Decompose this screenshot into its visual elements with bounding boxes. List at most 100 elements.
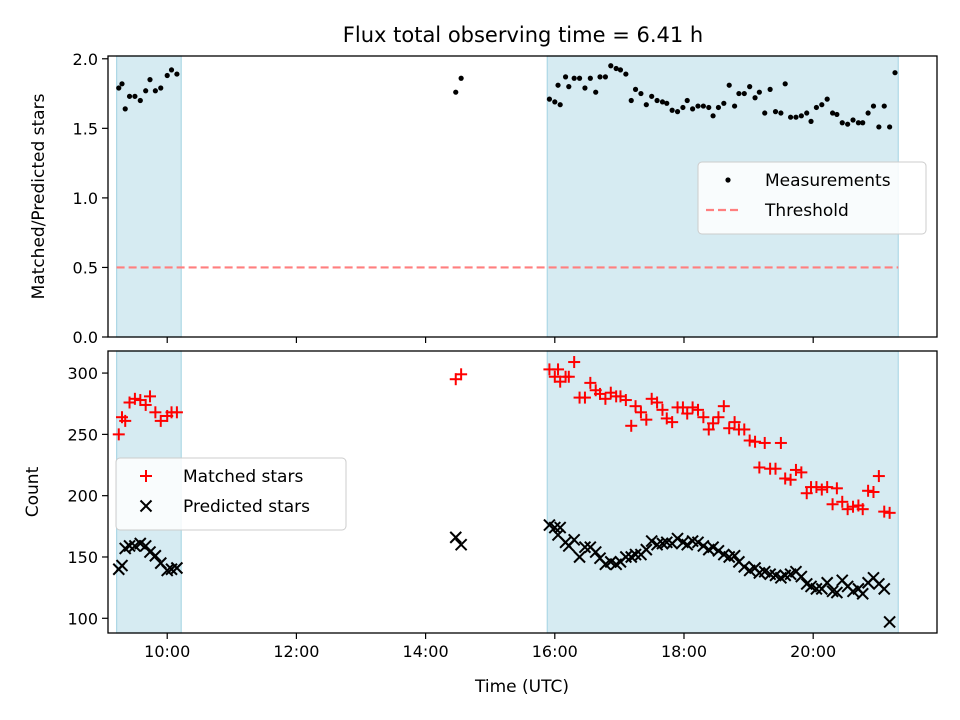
data-point <box>454 538 468 551</box>
x-tick-label: 18:00 <box>661 642 707 661</box>
data-point <box>645 534 658 548</box>
data-point <box>706 104 712 111</box>
data-point <box>139 398 152 411</box>
data-point <box>152 88 158 94</box>
data-point <box>143 88 149 94</box>
data-point-b <box>640 543 653 556</box>
data-point <box>878 582 891 596</box>
data-point <box>602 74 609 80</box>
legend-label: Predicted stars <box>183 497 310 517</box>
data-point <box>458 75 464 81</box>
data-point <box>557 102 563 108</box>
y-tick-label: 200 <box>67 487 98 506</box>
data-point <box>582 85 588 91</box>
data-point <box>712 411 725 424</box>
data-point-b <box>795 570 808 583</box>
data-point <box>584 376 597 389</box>
legend-marker <box>139 499 153 513</box>
data-point <box>798 113 804 119</box>
data-point-b <box>115 559 129 572</box>
data-point-b <box>706 540 720 554</box>
data-point <box>680 104 686 111</box>
data-point <box>758 436 771 449</box>
data-point-b <box>686 534 699 548</box>
data-point-b <box>671 532 684 545</box>
x-tick-label: 14:00 <box>403 642 449 661</box>
data-point <box>883 506 896 519</box>
data-point <box>629 548 642 561</box>
data-point <box>756 89 762 95</box>
data-point <box>892 70 898 76</box>
data-point-b <box>810 582 823 596</box>
data-point <box>149 406 162 419</box>
data-point-b <box>758 565 771 578</box>
data-point <box>562 370 575 383</box>
data-point <box>836 495 849 508</box>
data-point <box>726 82 732 88</box>
data-point <box>619 394 632 407</box>
data-point <box>738 423 751 436</box>
data-point <box>870 103 877 109</box>
data-point-b <box>883 615 896 629</box>
data-point <box>819 102 825 108</box>
data-point <box>170 561 184 575</box>
data-point <box>778 110 784 116</box>
data-point <box>589 545 602 559</box>
data-point <box>865 110 871 116</box>
data-point <box>567 533 581 547</box>
data-point <box>649 93 655 99</box>
data-point <box>813 104 820 111</box>
data-point <box>453 89 459 95</box>
data-point <box>855 120 862 126</box>
data-point-b <box>738 560 751 573</box>
data-point <box>715 104 722 111</box>
data-point <box>845 121 851 127</box>
data-point-b <box>856 587 869 600</box>
data-point-b <box>548 521 562 534</box>
data-point <box>712 544 725 558</box>
data-point <box>881 103 887 109</box>
data-point <box>774 436 787 449</box>
data-point <box>119 81 125 87</box>
data-point <box>743 434 756 447</box>
data-point-b <box>691 536 705 549</box>
data-point <box>691 536 705 549</box>
data-point-b <box>826 585 839 598</box>
data-point <box>736 90 742 97</box>
data-point <box>717 400 730 413</box>
data-point <box>174 71 180 77</box>
data-point-b <box>567 533 581 547</box>
data-point <box>723 422 736 435</box>
data-point <box>115 559 129 572</box>
data-point-b <box>143 545 157 559</box>
data-point-b <box>589 545 602 559</box>
data-point <box>143 390 156 403</box>
data-point <box>119 414 132 427</box>
y-tick-label: 0.5 <box>73 258 98 277</box>
y-tick-label: 1.0 <box>73 189 98 208</box>
data-point <box>834 111 840 118</box>
data-point <box>578 391 591 404</box>
data-point <box>728 416 741 429</box>
data-point <box>576 75 583 81</box>
ratio-panel: 0.0 0.5 1.0 1.5 2.0 Matched/Predicted stars Me… <box>29 50 938 347</box>
data-point <box>659 99 666 105</box>
data-point-b <box>449 531 462 544</box>
data-point <box>841 503 854 516</box>
data-point-b <box>543 518 556 532</box>
data-point-b <box>553 521 567 534</box>
data-point <box>839 120 845 126</box>
data-point <box>847 500 860 513</box>
data-point <box>767 86 773 92</box>
data-point <box>710 113 716 119</box>
data-point <box>643 102 649 108</box>
data-point <box>830 482 843 495</box>
data-point <box>640 543 653 556</box>
legend-label: Measurements <box>765 171 891 191</box>
y-tick-label: 2.0 <box>73 50 98 69</box>
data-point <box>829 110 836 116</box>
data-point <box>599 392 612 405</box>
data-point-b <box>161 564 174 577</box>
data-point <box>546 96 553 102</box>
x-tick-label: 16:00 <box>532 642 578 661</box>
